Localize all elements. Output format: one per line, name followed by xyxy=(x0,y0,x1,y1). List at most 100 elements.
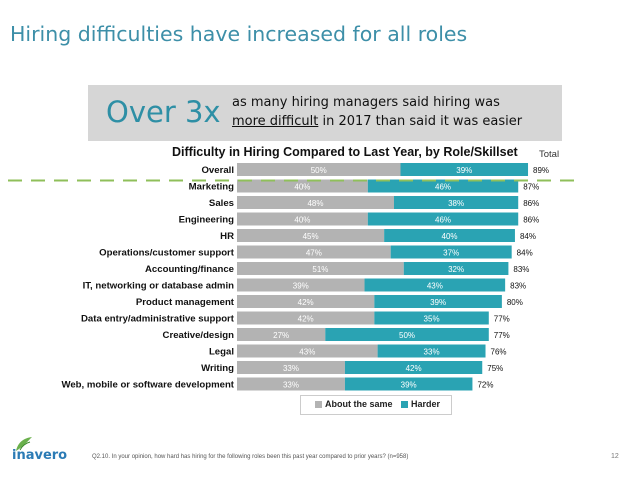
total-label: 86% xyxy=(523,199,539,208)
inavero-logo: inavero xyxy=(12,436,72,464)
bar-value-label: 37% xyxy=(443,249,459,258)
bar-segment-same xyxy=(237,245,391,259)
bar-value-label: 38% xyxy=(448,199,464,208)
total-label: 86% xyxy=(523,216,539,225)
total-label: 80% xyxy=(507,298,523,307)
legend-swatch-harder xyxy=(401,400,408,408)
bar-value-label: 46% xyxy=(435,183,451,192)
bar-segment-harder xyxy=(367,179,519,193)
bar-value-label: 33% xyxy=(283,364,299,373)
callout-box: Over 3x as many hiring managers said hir… xyxy=(88,85,562,141)
chart-title: Difficulty in Hiring Compared to Last Ye… xyxy=(172,145,518,159)
category-label: Sales xyxy=(209,198,234,209)
category-label: Accounting/finance xyxy=(145,264,234,275)
bar-value-label: 40% xyxy=(442,232,458,241)
category-label: HR xyxy=(220,231,234,242)
callout-underlined: more difficult xyxy=(232,114,319,129)
bar-value-label: 39% xyxy=(430,298,446,307)
total-label: 75% xyxy=(487,364,503,373)
total-label: 77% xyxy=(494,315,510,324)
bar-value-label: 42% xyxy=(298,315,314,324)
bar-value-label: 32% xyxy=(448,265,464,274)
bar-value-label: 45% xyxy=(303,232,319,241)
legend-item-same: About the same xyxy=(315,399,393,409)
bar-segment-harder xyxy=(390,245,512,259)
bar-segment-same xyxy=(237,361,345,374)
total-label: 83% xyxy=(510,282,526,291)
bar-segment-same xyxy=(237,163,401,176)
bar-value-label: 43% xyxy=(427,282,443,291)
bar-value-label: 39% xyxy=(293,282,309,291)
footnote: Q2.10. In your opinion, how hard has hir… xyxy=(92,454,409,460)
callout-big-number: Over 3x xyxy=(106,95,221,129)
bar-value-label: 42% xyxy=(298,298,314,307)
legend-label-harder: Harder xyxy=(411,399,441,409)
callout-text: as many hiring managers said hiring was … xyxy=(232,93,522,131)
total-label: 89% xyxy=(533,166,549,175)
bar-segment-same xyxy=(237,295,375,308)
chart-legend: About the same Harder xyxy=(300,395,452,415)
bar-segment-harder xyxy=(367,212,519,226)
bar-value-label: 47% xyxy=(306,249,322,258)
total-header: Total xyxy=(539,149,560,160)
total-label: 76% xyxy=(491,348,507,357)
category-label: Product management xyxy=(136,297,235,308)
bar-segment-harder xyxy=(384,229,515,242)
bar-segment-same xyxy=(237,262,404,275)
bar-segment-harder xyxy=(364,278,506,292)
category-label: Web, mobile or software development xyxy=(61,380,234,391)
total-label: 84% xyxy=(517,249,533,258)
legend-item-harder: Harder xyxy=(401,399,440,409)
bar-segment-same xyxy=(237,344,378,358)
bar-value-label: 39% xyxy=(456,166,472,175)
category-label: Data entry/administrative support xyxy=(81,314,235,325)
callout-line-2: more difficult in 2017 than said it was … xyxy=(232,112,522,131)
total-label: 83% xyxy=(513,265,529,274)
total-label: 72% xyxy=(477,381,493,390)
bar-segment-harder xyxy=(374,311,489,325)
category-label: Marketing xyxy=(189,182,234,193)
bar-segment-harder xyxy=(325,328,489,341)
leaf-icon xyxy=(16,437,32,451)
bar-value-label: 50% xyxy=(399,331,415,340)
bar-value-label: 40% xyxy=(294,216,310,225)
bar-segment-same xyxy=(237,179,368,193)
bar-segment-harder xyxy=(374,295,502,308)
legend-label-same: About the same xyxy=(325,399,393,409)
bar-segment-same xyxy=(237,278,365,292)
slide-title: Hiring difficulties have increased for a… xyxy=(10,22,468,46)
callout-line-1: as many hiring managers said hiring was xyxy=(232,95,500,110)
total-label: 87% xyxy=(523,183,539,192)
bar-value-label: 27% xyxy=(273,331,289,340)
bar-segment-same xyxy=(237,311,375,325)
bar-value-label: 50% xyxy=(311,166,327,175)
bar-segment-same xyxy=(237,377,345,391)
category-label: Legal xyxy=(209,347,234,358)
bar-segment-harder xyxy=(344,361,483,374)
category-label: IT, networking or database admin xyxy=(83,281,235,292)
category-label: Writing xyxy=(201,363,234,374)
bar-segment-harder xyxy=(400,163,529,176)
logo-wordmark: inavero xyxy=(12,448,68,463)
bar-segment-same xyxy=(237,196,394,209)
category-label: Engineering xyxy=(179,215,235,226)
bar-value-label: 51% xyxy=(312,265,328,274)
bar-value-label: 43% xyxy=(299,348,315,357)
bar-value-label: 40% xyxy=(294,183,310,192)
bar-segment-same xyxy=(237,212,368,226)
bar-segment-same xyxy=(237,229,385,242)
bar-value-label: 42% xyxy=(406,364,422,373)
bar-segment-harder xyxy=(377,344,486,358)
bar-segment-harder xyxy=(403,262,509,275)
page-number: 12 xyxy=(611,453,619,460)
bar-value-label: 46% xyxy=(435,216,451,225)
bar-segment-harder xyxy=(393,196,519,209)
category-label: Creative/design xyxy=(163,330,235,341)
bar-value-label: 33% xyxy=(283,381,299,390)
bar-value-label: 33% xyxy=(424,348,440,357)
total-label: 77% xyxy=(494,331,510,340)
bar-value-label: 35% xyxy=(424,315,440,324)
legend-swatch-same xyxy=(315,400,322,408)
bar-segment-same xyxy=(237,328,326,341)
